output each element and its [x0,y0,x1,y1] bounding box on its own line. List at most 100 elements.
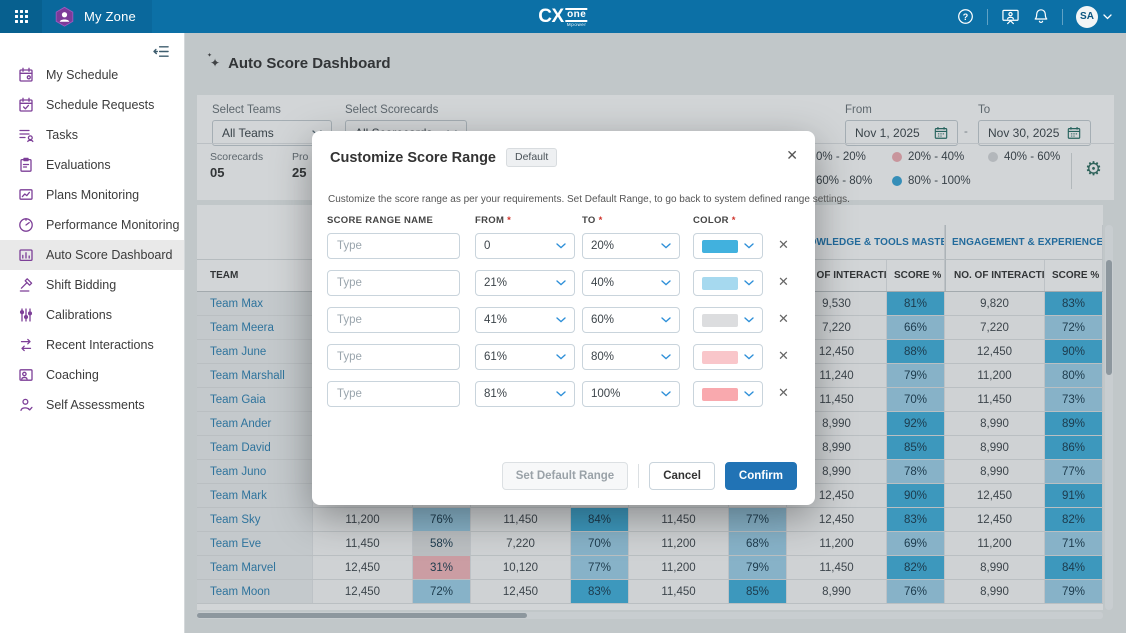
sidebar-item-calibrations[interactable]: Calibrations [0,300,184,330]
from-select-value: 41% [484,314,508,326]
help-icon[interactable]: ? [957,8,974,25]
sidebar-collapse-icon[interactable] [153,44,170,64]
color-select[interactable] [693,381,763,407]
color-select[interactable] [693,270,763,296]
remove-range-icon[interactable]: ✕ [778,274,789,289]
score-range-row: 81% 100% ✕ [312,381,815,407]
avatar: SA [1076,5,1098,28]
presenter-icon[interactable] [1001,8,1020,25]
team-link[interactable]: Team June [197,340,313,363]
score-cell: 80% [1045,364,1103,387]
legend-label: 80% - 100% [908,175,971,187]
remove-range-icon[interactable]: ✕ [778,385,789,400]
team-link[interactable]: Team Juno [197,460,313,483]
to-select[interactable]: 60% [582,307,680,333]
legend-label: 60% - 80% [816,175,873,187]
interactions-cell: 11,200 [313,508,413,531]
coaching-icon [18,367,34,383]
vertical-scrollbar-thumb[interactable] [1106,260,1112,375]
team-link[interactable]: Team Eve [197,532,313,555]
to-select-value: 60% [591,314,615,326]
team-link[interactable]: Team Gaia [197,388,313,411]
cancel-button[interactable]: Cancel [649,462,715,490]
team-link[interactable]: Team Marvel [197,556,313,579]
team-link[interactable]: Team Moon [197,580,313,603]
vertical-scrollbar[interactable] [1105,225,1113,610]
app-switcher[interactable]: My Zone [42,0,152,33]
remove-range-icon[interactable]: ✕ [778,237,789,252]
score-cell: 88% [887,340,945,363]
to-select[interactable]: 20% [582,233,680,259]
confirm-button[interactable]: Confirm [724,462,797,490]
interactions-cell: 12,450 [945,340,1045,363]
score-cell: 82% [887,556,945,579]
color-select[interactable] [693,307,763,333]
sparkle-icon: ✦ ✦ [207,52,221,70]
calendar-icon [934,127,948,139]
score-range-row: 0 20% ✕ [312,233,815,259]
range-name-input[interactable] [327,344,460,370]
gear-icon[interactable]: ⚙ [1085,159,1103,180]
col-name-label: SCORE RANGE NAME [327,215,434,226]
score-range-row: 21% 40% ✕ [312,270,815,296]
user-menu[interactable]: SA [1076,5,1112,28]
sidebar-item-recent-interactions[interactable]: Recent Interactions [0,330,184,360]
range-name-input[interactable] [327,307,460,333]
to-select[interactable]: 100% [582,381,680,407]
team-link[interactable]: Team Max [197,292,313,315]
score-cell: 71% [1045,532,1103,555]
score-cell: 72% [1045,316,1103,339]
gavel-icon [18,277,34,293]
from-select-value: 21% [484,277,508,289]
interactions-icon [18,337,34,353]
sidebar-item-coaching[interactable]: Coaching [0,360,184,390]
horizontal-scrollbar-thumb[interactable] [197,613,527,618]
team-link[interactable]: Team David [197,436,313,459]
sidebar: My Schedule Schedule Requests Tasks Evaluat… [0,33,185,633]
interactions-cell: 11,200 [629,556,729,579]
from-select[interactable]: 81% [475,381,575,407]
team-link[interactable]: Team Meera [197,316,313,339]
sidebar-item-evaluations[interactable]: Evaluations [0,150,184,180]
sidebar-item-performance-monitoring[interactable]: Performance Monitoring [0,210,184,240]
range-name-input[interactable] [327,381,460,407]
close-icon[interactable]: ✕ [786,147,798,163]
team-link[interactable]: Team Ander [197,412,313,435]
sidebar-item-my-schedule[interactable]: My Schedule [0,60,184,90]
interactions-cell: 8,990 [945,460,1045,483]
to-select[interactable]: 40% [582,270,680,296]
sidebar-item-schedule-requests[interactable]: Schedule Requests [0,90,184,120]
score-cell: 77% [1045,460,1103,483]
sidebar-item-shift-bidding[interactable]: Shift Bidding [0,270,184,300]
chevron-down-icon [744,317,754,323]
remove-range-icon[interactable]: ✕ [778,311,789,326]
from-select[interactable]: 41% [475,307,575,333]
sidebar-item-self-assessments[interactable]: Self Assessments [0,390,184,420]
modal-footer: Set Default Range Cancel Confirm [501,462,797,490]
from-date-input[interactable]: Nov 1, 2025 [845,120,958,146]
horizontal-scrollbar[interactable] [197,612,1103,619]
color-select[interactable] [693,344,763,370]
team-link[interactable]: Team Marshall [197,364,313,387]
sidebar-item-auto-score-dashboard[interactable]: Auto Score Dashboard [0,240,184,270]
from-select[interactable]: 61% [475,344,575,370]
interactions-cell: 7,220 [945,316,1045,339]
from-select[interactable]: 21% [475,270,575,296]
range-name-input[interactable] [327,270,460,296]
to-select[interactable]: 80% [582,344,680,370]
color-select[interactable] [693,233,763,259]
team-link[interactable]: Team Sky [197,508,313,531]
app-launcher-button[interactable] [0,0,42,33]
range-name-input[interactable] [327,233,460,259]
sidebar-item-tasks[interactable]: Tasks [0,120,184,150]
my-zone-logo-icon [55,6,74,27]
to-date-input[interactable]: Nov 30, 2025 [978,120,1091,146]
remove-range-icon[interactable]: ✕ [778,348,789,363]
sidebar-item-plans-monitoring[interactable]: Plans Monitoring [0,180,184,210]
interactions-cell: 12,450 [313,556,413,579]
set-default-range-button[interactable]: Set Default Range [501,462,629,490]
from-select[interactable]: 0 [475,233,575,259]
score-cell: 83% [887,508,945,531]
clipboard-user-icon [18,157,34,173]
notifications-icon[interactable] [1033,8,1049,25]
